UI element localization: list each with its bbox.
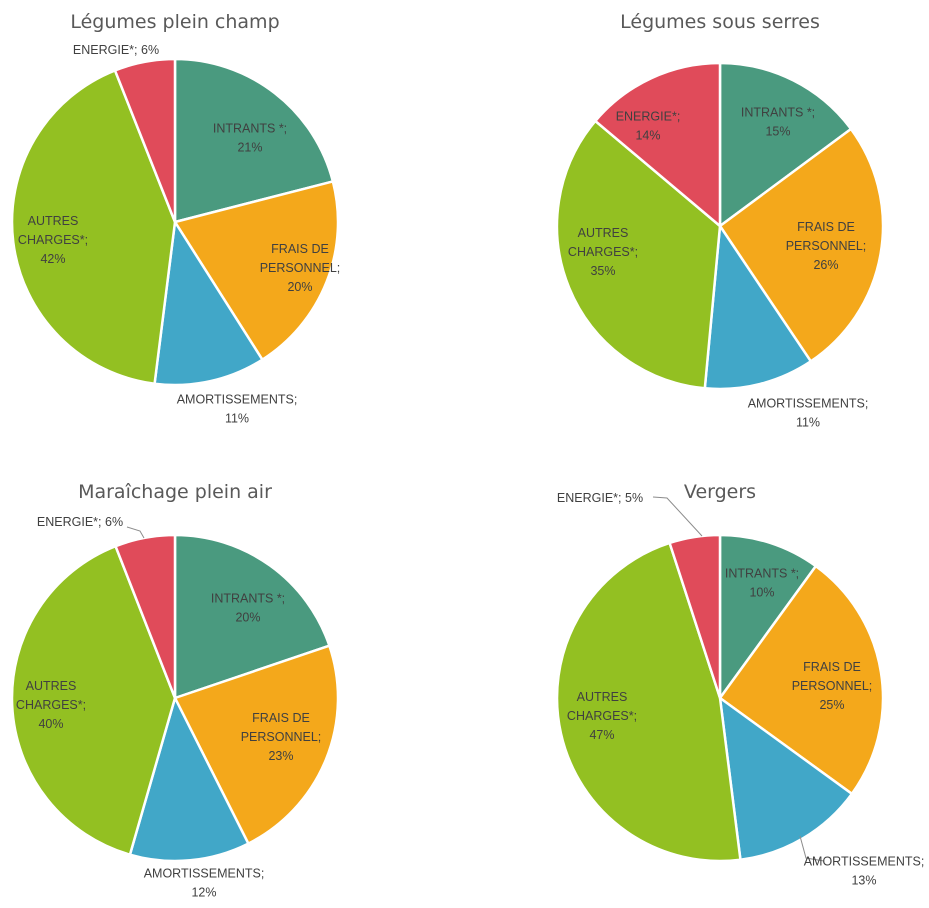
data-label-energie: ENERGIE*; 5%	[557, 491, 643, 505]
pie-chart-legumes-sous-serres: Légumes sous serres INTRANTS *; 15% FRAIS …	[555, 11, 885, 430]
data-label-frais-de-personnel: FRAIS DE PERSONNEL; 25%	[792, 660, 873, 712]
label-leader-line	[799, 835, 825, 862]
chart-title: Vergers	[684, 481, 756, 503]
data-label-intrants: INTRANTS *; 21%	[213, 122, 287, 155]
pie-slice-intrants	[173, 533, 331, 700]
chart-title: Légumes plein champ	[70, 11, 279, 33]
data-label-autres-charges: AUTRES CHARGES*; 40%	[16, 679, 86, 731]
data-label-intrants: INTRANTS *; 15%	[741, 106, 815, 139]
data-label-amortissements: AMORTISSEMENTS; 13%	[804, 855, 925, 888]
pie-slice-autres-charges	[10, 68, 177, 386]
pie-slice-frais-de-personnel	[173, 179, 340, 362]
pie-chart-maraichage-plein-air: Maraîchage plein air INTRANTS *; 20% FRAIS…	[10, 481, 340, 900]
pie-slice-autres-charges	[555, 119, 722, 390]
data-label-amortissements: AMORTISSEMENTS; 12%	[144, 867, 265, 900]
data-label-energie: ENERGIE*; 6%	[37, 515, 123, 529]
pie-slice-autres-charges	[10, 544, 177, 857]
data-label-frais-de-personnel: FRAIS DE PERSONNEL; 20%	[260, 242, 341, 294]
data-label-autres-charges: AUTRES CHARGES*; 42%	[18, 214, 88, 266]
data-label-autres-charges: AUTRES CHARGES*; 35%	[568, 226, 638, 278]
pie-chart-vergers: Vergers INTRANTS *; 10% FRAIS DE PERSONNEL;…	[555, 481, 925, 888]
pie-chart-legumes-plein-champ: Légumes plein champ INTRANTS *; 21% FRAIS …	[10, 11, 341, 426]
label-leader-line	[126, 526, 145, 539]
pie-slice-amortissements	[153, 218, 265, 387]
pie-slice-amortissements	[718, 695, 854, 862]
data-label-intrants: INTRANTS *; 10%	[725, 567, 799, 600]
pie-slice-frais-de-personnel	[718, 564, 885, 796]
pie-slice-energie	[113, 533, 177, 699]
pie-slice-frais-de-personnel	[173, 644, 340, 846]
data-label-intrants: INTRANTS *; 20%	[211, 592, 285, 625]
pie-slice-intrants	[718, 533, 818, 702]
pie-slice-amortissements	[128, 694, 250, 863]
data-label-autres-charges: AUTRES CHARGES*; 47%	[567, 690, 637, 742]
data-label-frais-de-personnel: FRAIS DE PERSONNEL; 26%	[786, 220, 867, 272]
chart-title: Légumes sous serres	[620, 11, 820, 33]
pie-slice-amortissements	[703, 222, 813, 391]
pie-slice-intrants	[173, 57, 335, 224]
data-label-amortissements: AMORTISSEMENTS; 11%	[177, 393, 298, 426]
data-label-energie: ENERGIE*; 6%	[73, 43, 159, 57]
pie-slice-intrants	[718, 61, 853, 229]
chart-title: Maraîchage plein air	[78, 481, 272, 503]
pie-slice-frais-de-personnel	[718, 127, 885, 364]
data-label-frais-de-personnel: FRAIS DE PERSONNEL; 23%	[241, 711, 322, 763]
label-leader-line	[652, 496, 703, 537]
pie-slice-energie	[113, 57, 177, 223]
data-label-energie: ENERGIE*; 14%	[616, 110, 681, 143]
pie-slice-energie	[593, 61, 722, 229]
data-label-amortissements: AMORTISSEMENTS; 11%	[748, 397, 869, 430]
pie-slice-energie	[668, 533, 722, 699]
